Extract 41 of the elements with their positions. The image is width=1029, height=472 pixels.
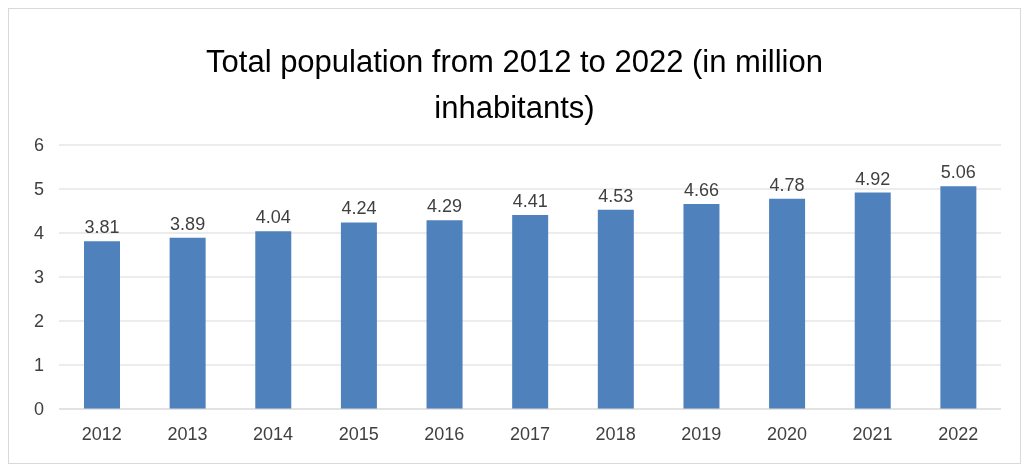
y-tick-label: 0 xyxy=(33,399,45,420)
bar xyxy=(255,231,292,409)
bar xyxy=(769,198,806,409)
data-label: 4.04 xyxy=(255,207,291,228)
bar xyxy=(84,241,120,409)
x-tick-label: 2022 xyxy=(938,423,979,444)
data-label: 4.92 xyxy=(855,168,891,189)
bar xyxy=(340,222,377,409)
x-tick-label: 2014 xyxy=(253,423,294,444)
bar xyxy=(512,214,549,409)
x-tick-label: 2013 xyxy=(167,423,208,444)
bar xyxy=(940,186,977,409)
y-tick-label: 1 xyxy=(33,355,45,376)
bar xyxy=(683,203,720,409)
bar xyxy=(597,209,634,409)
x-tick-label: 2017 xyxy=(509,423,551,444)
bar xyxy=(426,220,463,409)
data-label: 5.06 xyxy=(940,162,976,183)
x-tick-label: 2015 xyxy=(338,423,379,444)
x-tick-label: 2018 xyxy=(595,423,636,444)
data-label: 3.89 xyxy=(170,213,206,234)
bar xyxy=(169,237,206,409)
x-tick-label: 2020 xyxy=(766,423,807,444)
data-label: 4.53 xyxy=(598,185,634,206)
y-tick-label: 4 xyxy=(33,223,45,244)
x-tick-label: 2021 xyxy=(852,423,893,444)
data-label: 4.78 xyxy=(769,174,805,195)
y-tick-label: 6 xyxy=(33,135,45,156)
y-tick-label: 5 xyxy=(33,179,45,200)
y-tick-label: 3 xyxy=(33,267,45,288)
x-tick-label: 2012 xyxy=(81,423,122,444)
data-label: 3.81 xyxy=(84,217,120,238)
y-tick-label: 2 xyxy=(33,311,45,332)
x-tick-label: 2016 xyxy=(424,423,465,444)
data-label: 4.66 xyxy=(683,179,719,200)
data-label: 4.29 xyxy=(427,196,463,217)
x-tick-label: 2019 xyxy=(681,423,722,444)
chart-title: Total population from 2012 to 2022 (in million inhabitants) xyxy=(205,43,824,127)
data-label: 4.41 xyxy=(512,190,548,211)
data-label: 4.24 xyxy=(341,198,377,219)
bar xyxy=(854,192,891,409)
